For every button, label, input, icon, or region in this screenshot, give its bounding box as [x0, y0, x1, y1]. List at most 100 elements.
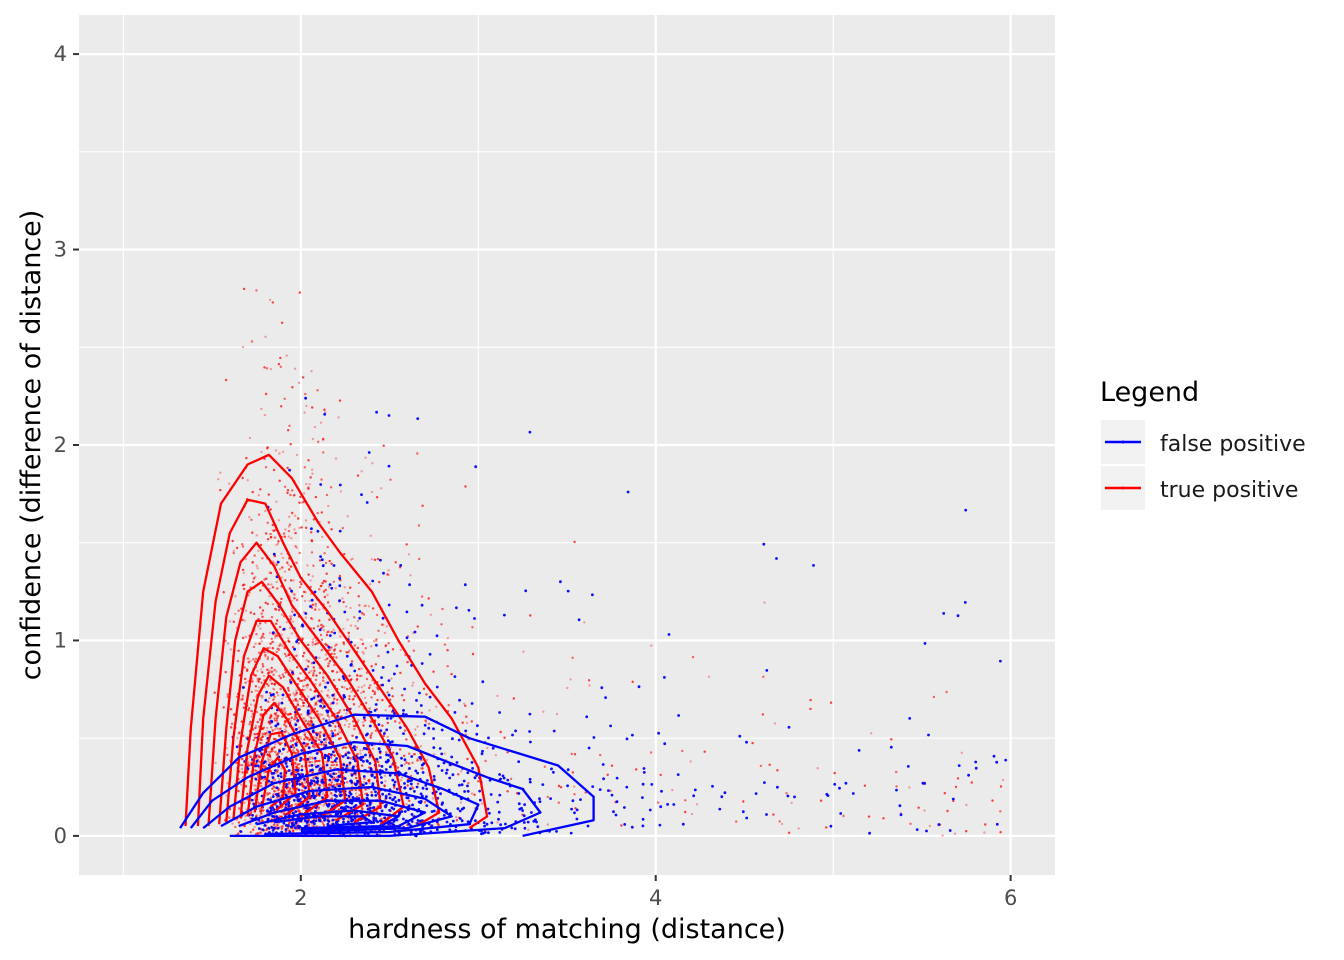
true-positive-point: [274, 750, 277, 754]
true-positive-point: [762, 675, 765, 678]
true-positive-point: [809, 707, 812, 711]
true-positive-point: [267, 758, 270, 762]
true-positive-point: [304, 781, 307, 784]
true-positive-point: [361, 612, 364, 615]
true-positive-point: [310, 723, 313, 726]
true-positive-point: [360, 470, 363, 473]
true-positive-point: [343, 552, 346, 556]
true-positive-point: [327, 585, 331, 589]
true-positive-point: [294, 545, 297, 548]
true-positive-point: [291, 386, 294, 389]
true-positive-point: [275, 670, 278, 673]
true-positive-point: [317, 738, 321, 741]
true-positive-point: [378, 740, 381, 744]
true-positive-point: [372, 639, 376, 643]
true-positive-point: [236, 660, 240, 663]
true-positive-point: [324, 561, 328, 565]
true-positive-point: [297, 751, 300, 754]
true-positive-point: [371, 689, 375, 693]
true-positive-point: [303, 738, 306, 741]
true-positive-point: [362, 660, 366, 663]
true-positive-point: [342, 600, 345, 604]
true-positive-point: [503, 736, 506, 739]
true-positive-point: [486, 746, 489, 750]
true-positive-point: [260, 708, 263, 711]
true-positive-point: [318, 656, 321, 660]
true-positive-point: [353, 727, 356, 731]
true-positive-point: [328, 733, 332, 736]
true-positive-point: [250, 756, 253, 759]
true-positive-point: [249, 720, 252, 724]
true-positive-point: [299, 737, 303, 740]
true-positive-point: [312, 776, 315, 780]
true-positive-point: [271, 301, 274, 304]
true-positive-point: [297, 642, 300, 645]
true-positive-point: [248, 591, 251, 594]
true-positive-point: [293, 593, 296, 596]
true-positive-point: [362, 652, 365, 655]
true-positive-point: [250, 690, 254, 694]
true-positive-point: [242, 587, 246, 591]
true-positive-point: [237, 649, 240, 652]
true-positive-point: [399, 748, 402, 751]
true-positive-point: [473, 793, 476, 796]
true-positive-point: [259, 809, 262, 813]
true-positive-point: [310, 539, 313, 542]
true-positive-point: [232, 549, 235, 553]
true-positive-point: [375, 613, 379, 617]
true-positive-point: [292, 751, 296, 754]
true-positive-point: [403, 754, 406, 757]
true-positive-point: [286, 561, 289, 564]
true-positive-point: [275, 563, 278, 566]
true-positive-point: [273, 778, 276, 781]
true-positive-point: [275, 500, 278, 503]
true-positive-point: [361, 807, 364, 811]
true-positive-point: [335, 783, 338, 786]
true-positive-point: [287, 829, 291, 832]
true-positive-point: [471, 626, 474, 629]
true-positive-point: [819, 799, 823, 802]
true-positive-point: [291, 830, 295, 833]
true-positive-point: [347, 818, 351, 821]
true-positive-point: [316, 700, 319, 703]
true-positive-point: [314, 608, 317, 611]
true-positive-point: [446, 649, 449, 652]
true-positive-point: [329, 486, 333, 489]
true-positive-point: [295, 756, 299, 759]
true-positive-point: [313, 784, 316, 787]
true-positive-point: [308, 738, 312, 741]
true-positive-point: [256, 689, 259, 693]
true-positive-point: [274, 632, 277, 636]
true-positive-point: [255, 710, 259, 714]
true-positive-point: [303, 590, 306, 594]
true-positive-point: [213, 691, 216, 694]
true-positive-point: [303, 651, 306, 655]
true-positive-point: [214, 761, 217, 764]
true-positive-point: [322, 625, 325, 628]
true-positive-point: [336, 698, 339, 701]
true-positive-point: [527, 828, 530, 831]
true-positive-point: [266, 647, 269, 650]
true-positive-point: [304, 392, 307, 396]
true-positive-point: [480, 802, 484, 805]
true-positive-point: [338, 399, 342, 402]
true-positive-point: [304, 616, 308, 619]
true-positive-point: [253, 736, 257, 739]
true-positive-point: [301, 688, 304, 692]
true-positive-point: [928, 824, 931, 828]
true-positive-point: [278, 735, 281, 738]
true-positive-point: [999, 785, 1003, 788]
true-positive-point: [421, 767, 424, 770]
true-positive-point: [311, 618, 314, 621]
true-positive-point: [360, 764, 364, 767]
true-positive-point: [364, 604, 367, 607]
true-positive-point: [288, 781, 291, 784]
true-positive-point: [289, 565, 293, 568]
true-positive-point: [336, 732, 340, 736]
true-positive-point: [433, 753, 436, 756]
true-positive-point: [331, 778, 335, 781]
true-positive-point: [314, 694, 317, 698]
true-positive-point: [289, 719, 292, 722]
true-positive-point: [425, 721, 428, 724]
